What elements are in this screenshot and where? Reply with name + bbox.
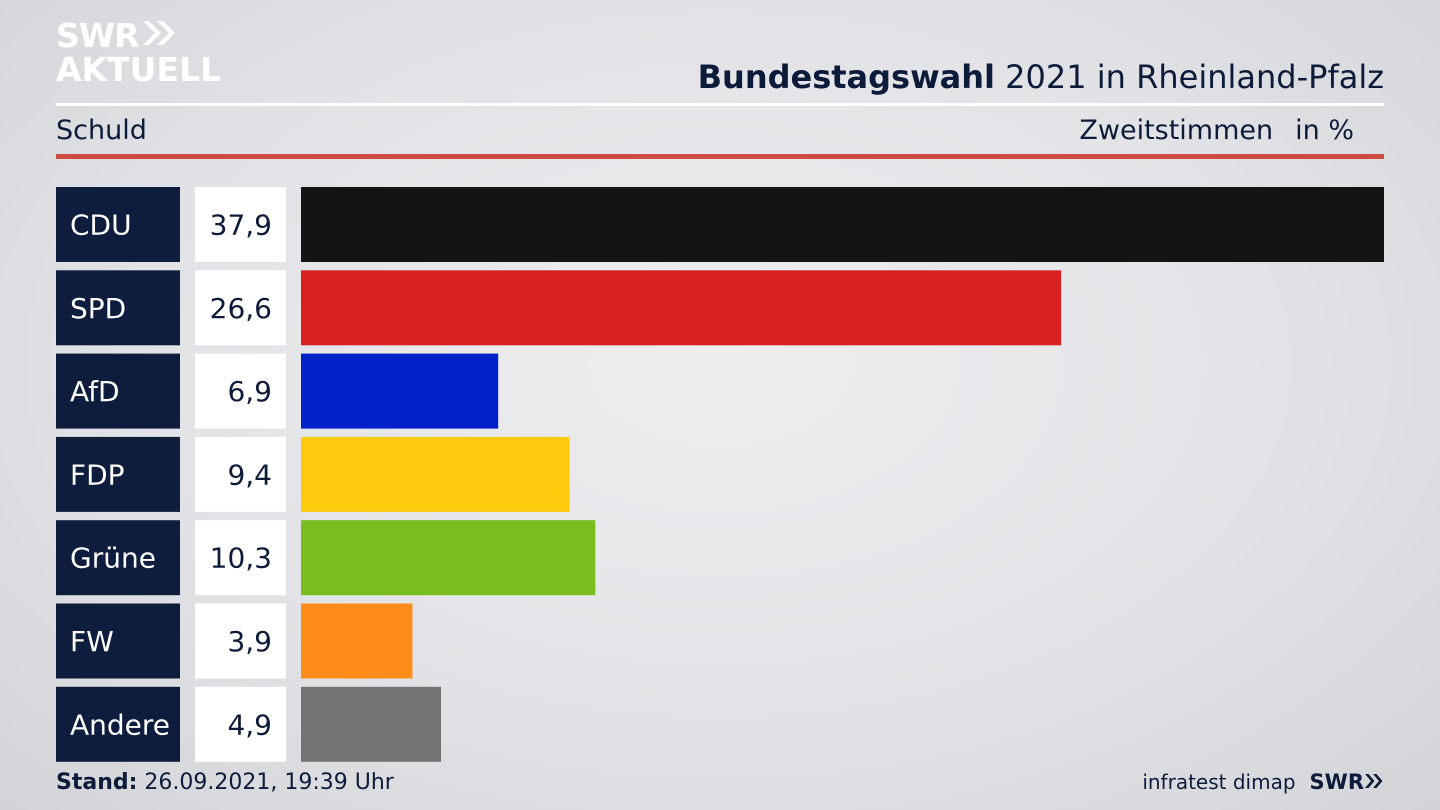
stand-value: 26.09.2021, 19:39 Uhr	[137, 770, 394, 795]
logo-line-2: AKTUELL	[56, 50, 222, 89]
value-box	[195, 353, 286, 429]
party-label-box	[56, 436, 180, 512]
party-label-box	[56, 686, 180, 762]
bar	[301, 436, 570, 512]
swr-aktuell-logo: SWR AKTUELL	[56, 18, 221, 86]
party-label: AfD	[70, 375, 120, 408]
swr-brand: SWR	[1310, 770, 1384, 794]
party-label-box	[56, 520, 180, 596]
unit-label: in %	[1295, 115, 1354, 146]
value-label: 37,9	[210, 209, 272, 242]
party-label-box	[56, 187, 180, 262]
timestamp: Stand: 26.09.2021, 19:39 Uhr	[56, 770, 394, 795]
measure-label-group: Zweitstimmen in %	[1079, 115, 1354, 146]
party-label-box	[56, 603, 180, 679]
logo-line-1: SWR	[56, 16, 140, 55]
bar	[301, 353, 499, 429]
measure-label: Zweitstimmen	[1079, 115, 1274, 146]
party-label: FDP	[70, 458, 125, 491]
brand-chevron-icon	[1364, 770, 1384, 794]
value-label: 9,4	[227, 458, 272, 491]
title-bold: Bundestagswahl	[697, 58, 995, 96]
bar	[301, 187, 1384, 262]
value-label: 10,3	[210, 542, 272, 575]
logo-chevron-icon	[141, 18, 177, 53]
value-box	[195, 436, 286, 512]
page-title: Bundestagswahl 2021 in Rheinland-Pfalz	[698, 58, 1384, 96]
value-box	[195, 603, 286, 679]
accent-divider	[56, 154, 1384, 159]
party-label-box	[56, 270, 180, 346]
stand-label: Stand:	[56, 770, 138, 795]
value-box	[195, 187, 286, 262]
bar	[301, 270, 1062, 346]
party-label-box	[56, 353, 180, 429]
brand-label: SWR	[1309, 770, 1364, 794]
value-label: 6,9	[227, 375, 272, 408]
bar	[301, 686, 442, 762]
header-divider	[56, 103, 1384, 106]
value-label: 3,9	[227, 625, 272, 658]
footer-credits: infratest dimap SWR	[1142, 770, 1384, 794]
bar	[301, 603, 413, 679]
party-label: Grüne	[70, 542, 156, 575]
value-box	[195, 686, 286, 762]
source-label: infratest dimap	[1142, 770, 1296, 794]
party-label: SPD	[70, 292, 126, 325]
value-label: 26,6	[210, 292, 272, 325]
bar	[301, 520, 596, 596]
value-box	[195, 520, 286, 596]
value-box	[195, 270, 286, 346]
region-label: Schuld	[56, 115, 147, 146]
value-label: 4,9	[227, 708, 272, 741]
title-rest: 2021 in Rheinland-Pfalz	[995, 58, 1384, 96]
party-label: FW	[70, 625, 114, 658]
party-label: CDU	[70, 209, 132, 242]
party-label: Andere	[70, 708, 170, 741]
